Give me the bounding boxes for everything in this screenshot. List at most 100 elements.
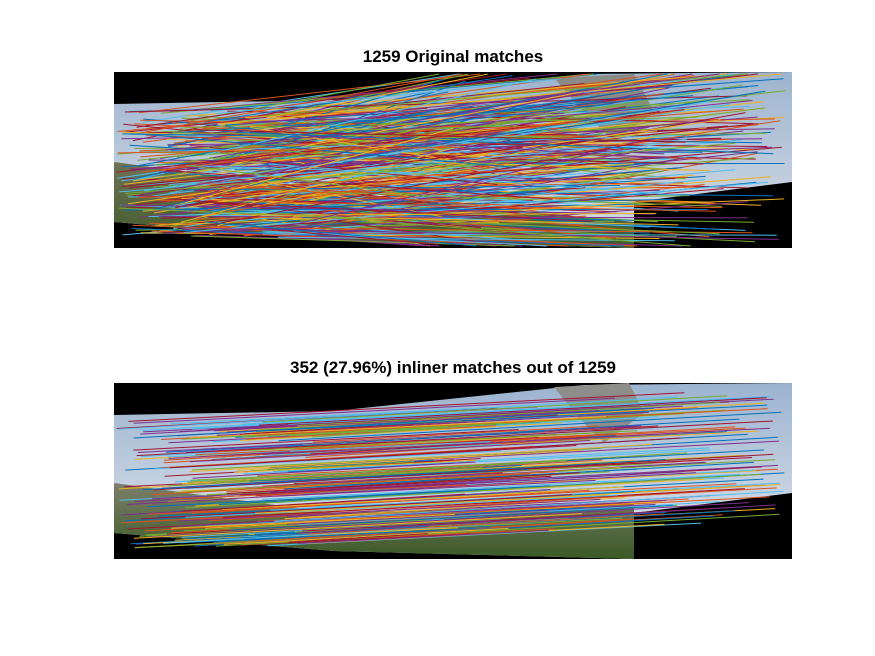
match-line [193, 139, 511, 192]
match-line [236, 131, 774, 155]
match-line [238, 85, 673, 125]
match-line [192, 461, 476, 479]
match-line [207, 514, 723, 546]
match-line [286, 430, 543, 447]
match-line [128, 392, 685, 422]
match-line [249, 171, 603, 198]
match-line [154, 90, 786, 166]
match-line [181, 493, 465, 512]
match-line [284, 461, 754, 490]
match-line [223, 527, 509, 545]
match-line [227, 472, 580, 494]
match-line [133, 397, 616, 424]
match-line [138, 73, 481, 114]
match-line [223, 488, 745, 518]
match-line [262, 395, 728, 423]
match-line [241, 395, 770, 425]
match-line [118, 396, 678, 430]
match-line [184, 473, 761, 509]
bottom-match-lines [116, 392, 785, 549]
match-line [159, 215, 748, 219]
match-line [241, 232, 440, 247]
match-line [258, 397, 767, 426]
match-line [254, 131, 654, 159]
match-line [204, 75, 513, 123]
match-line [148, 483, 737, 515]
match-line [287, 503, 656, 525]
match-line [215, 78, 561, 115]
match-line [229, 504, 674, 531]
match-line [290, 90, 766, 169]
match-line [241, 422, 504, 438]
match-line [174, 499, 667, 527]
match-line [148, 203, 484, 218]
match-line [239, 483, 449, 496]
match-line [209, 167, 532, 192]
match-line [133, 513, 583, 539]
match-line [245, 425, 496, 440]
match-line [170, 484, 467, 500]
match-line [219, 460, 568, 481]
match-line [217, 73, 781, 125]
match-line [192, 120, 781, 213]
top-matches-plot [114, 72, 792, 248]
match-line [309, 73, 674, 146]
match-line [147, 502, 750, 538]
match-line [239, 422, 562, 442]
match-line [252, 461, 415, 472]
match-line [312, 217, 506, 247]
match-line [234, 459, 477, 473]
match-line [270, 188, 724, 227]
bottom-axes-title: 352 (27.96%) inliner matches out of 1259 [290, 358, 616, 377]
match-line [297, 402, 721, 427]
match-line [297, 529, 549, 544]
match-line [262, 427, 771, 455]
match-line [278, 236, 675, 242]
match-line [273, 447, 710, 472]
match-line [236, 449, 582, 471]
match-line [118, 207, 720, 235]
match-line [190, 73, 440, 122]
match-line [297, 504, 653, 526]
match-line [297, 504, 776, 534]
match-line [276, 479, 596, 497]
match-line [247, 430, 637, 452]
match-line [189, 416, 607, 438]
match-line [272, 229, 439, 245]
match-line [244, 217, 500, 223]
match-line [222, 490, 554, 510]
match-line [289, 441, 491, 452]
bottom-match-panel [114, 383, 792, 559]
match-line [147, 485, 550, 508]
match-line [256, 408, 768, 436]
match-line [244, 530, 426, 540]
match-line [138, 102, 475, 167]
match-line [174, 93, 663, 168]
match-line [140, 494, 573, 520]
match-line [308, 513, 664, 535]
match-line [194, 129, 686, 143]
match-line [256, 404, 768, 432]
match-line [120, 131, 428, 144]
match-line [188, 443, 652, 473]
match-line [178, 498, 601, 522]
match-line [309, 215, 691, 247]
match-line [255, 484, 781, 514]
match-line [137, 133, 516, 168]
match-line [262, 473, 741, 500]
match-line [204, 221, 477, 247]
match-line [308, 101, 710, 168]
match-line [212, 73, 675, 159]
top-match-panel [114, 72, 792, 248]
match-line [288, 533, 428, 543]
match-line [269, 464, 779, 493]
match-line [174, 167, 683, 212]
match-line [165, 169, 553, 200]
bottom-matches-plot [114, 383, 792, 559]
match-line [152, 471, 556, 496]
match-line [273, 73, 469, 116]
match-line [212, 467, 484, 483]
match-line [250, 127, 457, 162]
match-line [140, 108, 744, 158]
match-line [141, 401, 671, 431]
